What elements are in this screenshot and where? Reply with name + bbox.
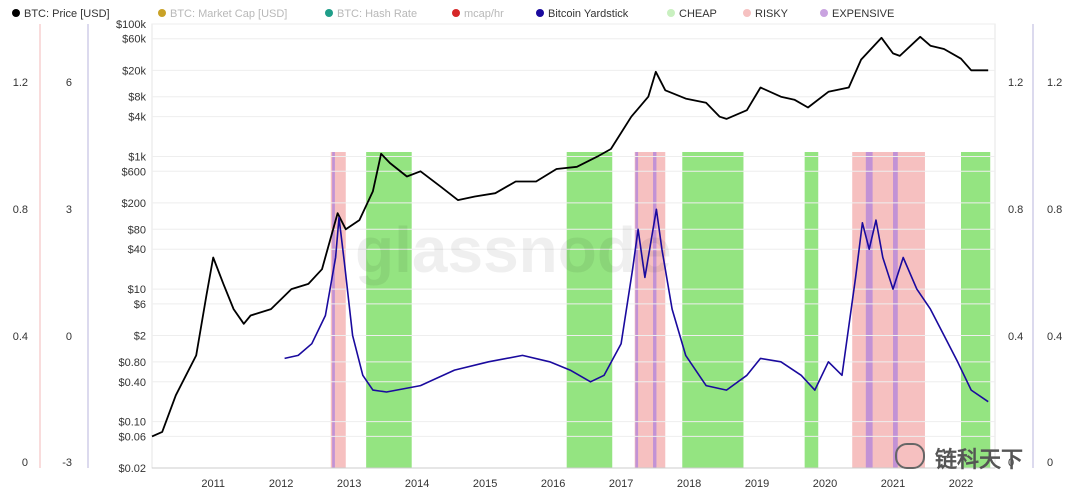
legend-dot-icon	[820, 9, 828, 17]
brand-badge: 链科天下	[895, 440, 1025, 473]
left-inner-tick-label: 3	[66, 204, 72, 216]
tick-layer: $100k$60k$20k$8k$4k$1k$600$200$80$40$10$…	[13, 19, 1063, 490]
band-layer	[330, 152, 991, 468]
legend-dot-icon	[325, 9, 333, 17]
series-line-bitcoin-yardstick	[284, 208, 989, 403]
legend-label: BTC: Market Cap [USD]	[170, 8, 288, 20]
legend-label: BTC: Price [USD]	[24, 8, 110, 20]
price-tick-label: $0.80	[118, 357, 146, 369]
badge-text: 链科天下	[935, 448, 1024, 473]
legend-dot-icon	[743, 9, 751, 17]
band-cheap	[804, 152, 819, 468]
legend-dot-icon	[12, 9, 20, 17]
right-outer-tick-label: 0	[1047, 457, 1053, 469]
legend-item-btc-market-cap-usd[interactable]: BTC: Market Cap [USD]	[158, 8, 287, 20]
right-inner-tick-label: 0	[1008, 457, 1014, 469]
right-outer-tick-label: 0.8	[1047, 204, 1062, 216]
year-tick-label: 2011	[201, 478, 225, 490]
year-tick-label: 2017	[609, 478, 633, 490]
year-tick-label: 2014	[405, 478, 429, 490]
right-outer-tick-label: 0.4	[1047, 331, 1062, 343]
price-tick-label: $0.10	[118, 417, 146, 429]
watermark: glassnode	[355, 214, 672, 286]
year-tick-label: 2013	[337, 478, 361, 490]
legend-item-expensive[interactable]: EXPENSIVE	[820, 8, 894, 20]
legend-label: RISKY	[755, 8, 789, 20]
price-tick-label: $2	[134, 330, 146, 342]
price-tick-label: $60k	[122, 34, 146, 46]
legend-item-mcap-hr[interactable]: mcap/hr	[452, 8, 504, 20]
price-tick-label: $100k	[116, 19, 146, 31]
left-inner-tick-label: 6	[66, 77, 72, 89]
legend-item-btc-hash-rate[interactable]: BTC: Hash Rate	[325, 8, 417, 20]
right-outer-tick-label: 1.2	[1047, 77, 1062, 89]
year-tick-label: 2015	[473, 478, 497, 490]
price-tick-label: $80	[128, 224, 146, 236]
legend-dot-icon	[536, 9, 544, 17]
legend: BTC: Price [USD] BTC: Market Cap [USD] BTC…	[0, 0, 1079, 30]
price-tick-label: $1k	[128, 152, 146, 164]
legend-item-btc-price-usd[interactable]: BTC: Price [USD]	[12, 8, 110, 20]
price-tick-label: $0.40	[118, 377, 146, 389]
price-tick-label: $200	[122, 198, 146, 210]
series-layer	[151, 35, 989, 438]
price-tick-label: $0.02	[118, 463, 146, 475]
right-inner-tick-label: 0.8	[1008, 204, 1023, 216]
year-tick-label: 2021	[881, 478, 905, 490]
series-line-btc-price-usd	[151, 35, 989, 438]
left-inner-tick-label: -3	[62, 457, 72, 469]
right-inner-tick-label: 1.2	[1008, 77, 1023, 89]
price-tick-label: $8k	[128, 92, 146, 104]
left-outer-tick-label: 0.8	[13, 204, 28, 216]
price-tick-label: $20k	[122, 65, 146, 77]
grid	[39, 23, 1034, 469]
wechat-icon	[895, 443, 925, 469]
band-expensive	[653, 152, 657, 468]
band-expensive	[893, 152, 898, 468]
left-outer-tick-label: 1.2	[13, 77, 28, 89]
legend-dot-icon	[158, 9, 166, 17]
year-tick-label: 2019	[745, 478, 769, 490]
legend-label: Bitcoin Yardstick	[548, 8, 629, 20]
band-expensive	[865, 152, 873, 468]
price-tick-label: $600	[122, 166, 146, 178]
band-cheap	[682, 152, 744, 468]
band-expensive	[635, 152, 639, 468]
year-tick-label: 2018	[677, 478, 701, 490]
band-cheap	[566, 152, 613, 468]
band-risky	[852, 152, 925, 468]
right-inner-tick-label: 0.4	[1008, 331, 1023, 343]
year-tick-label: 2022	[949, 478, 973, 490]
band-expensive	[332, 152, 335, 468]
band-cheap	[366, 152, 412, 468]
price-tick-label: $0.06	[118, 431, 146, 443]
legend-label: EXPENSIVE	[832, 8, 895, 20]
legend-dot-icon	[667, 9, 675, 17]
band-risky	[634, 152, 666, 468]
legend-item-risky[interactable]: RISKY	[743, 8, 788, 20]
price-tick-label: $40	[128, 244, 146, 256]
legend-dot-icon	[452, 9, 460, 17]
legend-label: mcap/hr	[464, 8, 504, 20]
legend-label: CHEAP	[679, 8, 717, 20]
left-outer-tick-label: 0.4	[13, 331, 28, 343]
legend-label: BTC: Hash Rate	[337, 8, 418, 20]
legend-item-cheap[interactable]: CHEAP	[667, 8, 717, 20]
price-tick-label: $4k	[128, 112, 146, 124]
year-tick-label: 2012	[269, 478, 293, 490]
year-tick-label: 2016	[541, 478, 565, 490]
year-tick-label: 2020	[813, 478, 837, 490]
legend-item-bitcoin-yardstick[interactable]: Bitcoin Yardstick	[536, 8, 628, 20]
left-inner-tick-label: 0	[66, 331, 72, 343]
price-tick-label: $10	[128, 284, 146, 296]
price-tick-label: $6	[134, 299, 146, 311]
left-outer-tick-label: 0	[22, 457, 28, 469]
band-cheap	[961, 152, 991, 468]
